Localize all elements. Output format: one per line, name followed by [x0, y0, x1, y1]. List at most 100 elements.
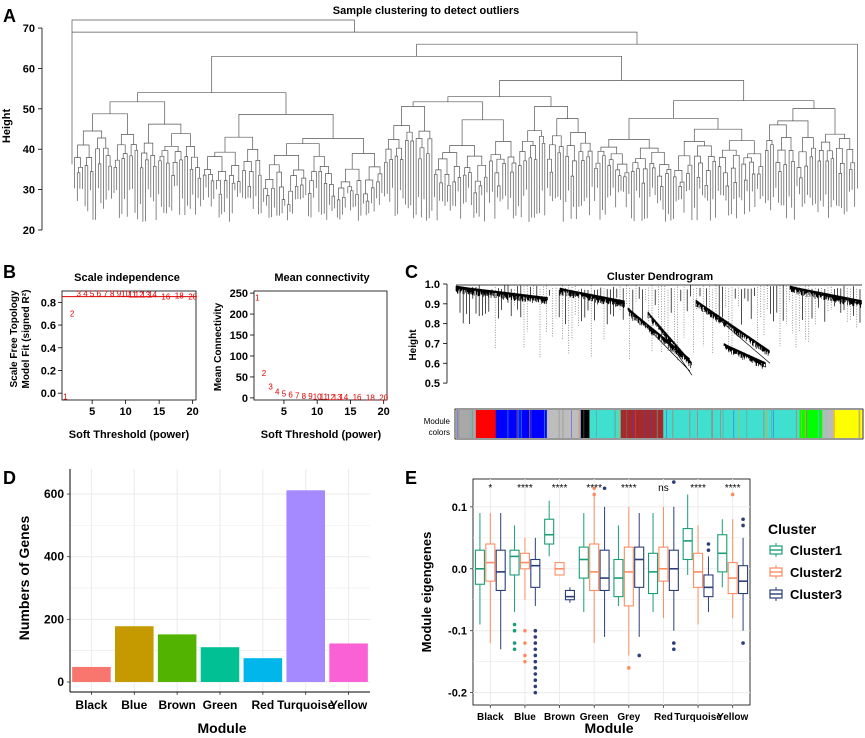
panel-b2-point-label: 3	[268, 383, 273, 392]
panel-b1-ylabel-line2: Model Fit (signed R²)	[21, 290, 32, 389]
panel-e-legend-label: Cluster2	[790, 565, 842, 580]
panel-e-outlier	[523, 659, 527, 664]
panel-c-tree	[455, 284, 863, 376]
panel-e-box-body	[589, 543, 600, 592]
panel-e-legend: Cluster Cluster1 Cluster2 Cluster3	[768, 521, 842, 602]
panel-c-module-stripe	[456, 410, 458, 438]
panel-e-box-cluster3	[634, 513, 645, 658]
panel-c-module-stripe	[765, 410, 767, 438]
panel-c-module-stripe	[614, 410, 616, 438]
panel-b2-point-label: 13	[333, 393, 342, 402]
panel-d-x-tick-label: Brown	[158, 698, 195, 712]
panel-c-module-color-block	[580, 410, 590, 438]
panel-e-box-body	[703, 574, 714, 598]
panel-e-y-tick-label: 0.1	[452, 502, 467, 514]
panel-c-module-stripe	[651, 410, 652, 438]
panel-b2-point-label: 6	[288, 391, 293, 400]
panel-e-significance: ****	[552, 483, 568, 494]
panel-c-row-label-1: Module	[424, 417, 451, 426]
panel-c-module-stripe	[666, 410, 668, 438]
panel-c-module-color-block	[475, 410, 497, 438]
panel-e-y-tick-label: 0.0	[452, 564, 467, 576]
panel-b2-point-label: 5	[282, 390, 287, 399]
panel-b1-point-label: 4	[83, 289, 88, 298]
panel-e-box-body	[682, 527, 693, 561]
panel-c-module-color-block	[620, 410, 664, 438]
panel-b2-y-tick-label: 150	[230, 330, 248, 342]
panel-c-module-stripe	[472, 410, 473, 438]
panel-c-module-stripe	[618, 410, 619, 438]
panel-b1-point-label: 12	[135, 290, 144, 299]
panel-c-module-stripe	[738, 410, 740, 438]
panel-a-y-tick-label: 20	[23, 225, 35, 237]
panel-c-module-stripe	[529, 410, 530, 438]
panel-e-xlabel: Module	[585, 720, 634, 736]
panel-e-x-tick-label: Black	[477, 712, 504, 723]
panel-e-box-body	[564, 589, 576, 601]
panel-c-module-color-block	[546, 410, 582, 438]
panel-c-tree-branches	[455, 284, 863, 376]
panel-e-x-tick-label: Red	[654, 712, 673, 723]
panel-e-outlier	[706, 548, 711, 553]
panel-e-outlier	[512, 641, 517, 645]
panel-b2-point-label: 18	[366, 393, 375, 402]
panel-e-box-body	[668, 549, 679, 592]
panel-e-outlier	[512, 647, 517, 652]
panel-b2-point-label: 2	[262, 369, 267, 378]
panel-b2-x-tick-label: 5	[281, 406, 287, 418]
panel-e-outlier	[523, 628, 527, 633]
panel-b1-point-label: 1	[63, 393, 68, 402]
panel-c-module-stripe	[562, 410, 564, 438]
panel-c-module-stripe	[697, 410, 698, 438]
panel-b2-y-tick-label: 0	[242, 393, 248, 405]
panel-d-bar-yellow	[329, 643, 368, 682]
panel-c-title: Cluster Dendrogram	[607, 271, 714, 283]
panel-e-boxplot: Black * Blue **** Brown **** Green **** Grey ****…	[419, 478, 842, 736]
panel-e-x-tick-label: Green	[580, 712, 609, 723]
panel-e-significance: ****	[621, 483, 637, 494]
panel-e-box-cluster3	[668, 480, 679, 652]
panel-e-box-cluster1	[509, 525, 520, 652]
panel-c-module-stripe	[598, 410, 600, 438]
panel-b-mean-connectivity: Mean connectivity Mean Connectivity 5 10 1…	[213, 272, 390, 441]
panel-a-title: Sample clustering to detect outliers	[333, 5, 519, 17]
panel-c-module-stripe	[825, 410, 827, 438]
panel-b2-point-label: 8	[302, 392, 307, 401]
panel-c-module-stripe	[518, 410, 520, 438]
panel-e-y-tick-label: -0.2	[448, 688, 467, 700]
panel-c-module-stripe	[800, 410, 802, 438]
panel-c-module-stripe	[507, 410, 509, 438]
panel-e-x-tick-label: Grey	[617, 712, 640, 723]
panel-e-box-body	[530, 558, 541, 588]
panel-e-axes: Black * Blue **** Brown **** Green **** Grey ****…	[448, 483, 748, 723]
panel-b2-y-tick-label: 200	[230, 309, 248, 321]
panel-b1-point-label: 11	[128, 290, 137, 299]
panel-c-y-tick-label: 1.0	[425, 279, 440, 291]
panel-e-outlier	[533, 678, 538, 683]
panel-d-x-tick-label: Red	[252, 698, 275, 712]
panel-d-x-tick-label: Black	[75, 698, 107, 712]
panel-e-significance: ****	[586, 483, 602, 494]
panel-e-box-cluster3	[530, 537, 541, 695]
panel-c-module-stripe	[712, 410, 713, 438]
panel-e-outlier	[730, 492, 735, 497]
panel-e-box-body	[495, 549, 506, 592]
panel-e-box-body	[658, 546, 669, 582]
panel-e-outlier	[627, 666, 631, 670]
panel-c-tree-leaves	[494, 285, 858, 361]
panel-e-box-body	[544, 518, 555, 545]
panel-c-row-label-2: colors	[429, 428, 450, 437]
panel-b2-point-label: 10	[313, 393, 322, 402]
panel-a-y-tick-label: 70	[23, 23, 35, 35]
panel-d-y-tick-label: 200	[44, 612, 64, 626]
panel-e-outlier	[533, 647, 538, 652]
panel-e-box-body	[599, 549, 610, 592]
panel-e-ylabel: Module eigengenes	[419, 532, 434, 653]
panel-d-bar-blue	[115, 626, 154, 682]
panel-c-module-stripe	[626, 410, 628, 438]
panel-e-outlier	[533, 641, 538, 645]
panel-e-significance: *	[488, 483, 492, 494]
panel-b1-point-label: 20	[188, 293, 197, 302]
panel-c-module-colors	[456, 410, 863, 438]
panel-letter-b: B	[3, 262, 16, 282]
